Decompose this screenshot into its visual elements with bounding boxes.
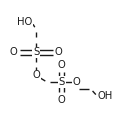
Text: O: O: [58, 95, 66, 105]
Text: O: O: [58, 95, 66, 105]
Text: O: O: [73, 77, 81, 87]
Text: S: S: [58, 77, 65, 87]
Text: O: O: [9, 47, 17, 57]
Text: OH: OH: [97, 91, 113, 101]
Text: O: O: [9, 47, 17, 57]
Text: O: O: [73, 77, 81, 87]
Text: O: O: [32, 70, 40, 81]
Text: O: O: [58, 60, 66, 70]
Text: S: S: [58, 77, 65, 87]
Text: HO: HO: [17, 17, 32, 27]
Text: HO: HO: [17, 17, 32, 27]
Text: O: O: [55, 47, 63, 57]
Text: O: O: [55, 47, 63, 57]
Text: O: O: [32, 70, 40, 81]
Text: OH: OH: [97, 91, 113, 101]
Text: O: O: [58, 60, 66, 70]
Text: S: S: [33, 47, 39, 57]
Text: S: S: [33, 47, 39, 57]
